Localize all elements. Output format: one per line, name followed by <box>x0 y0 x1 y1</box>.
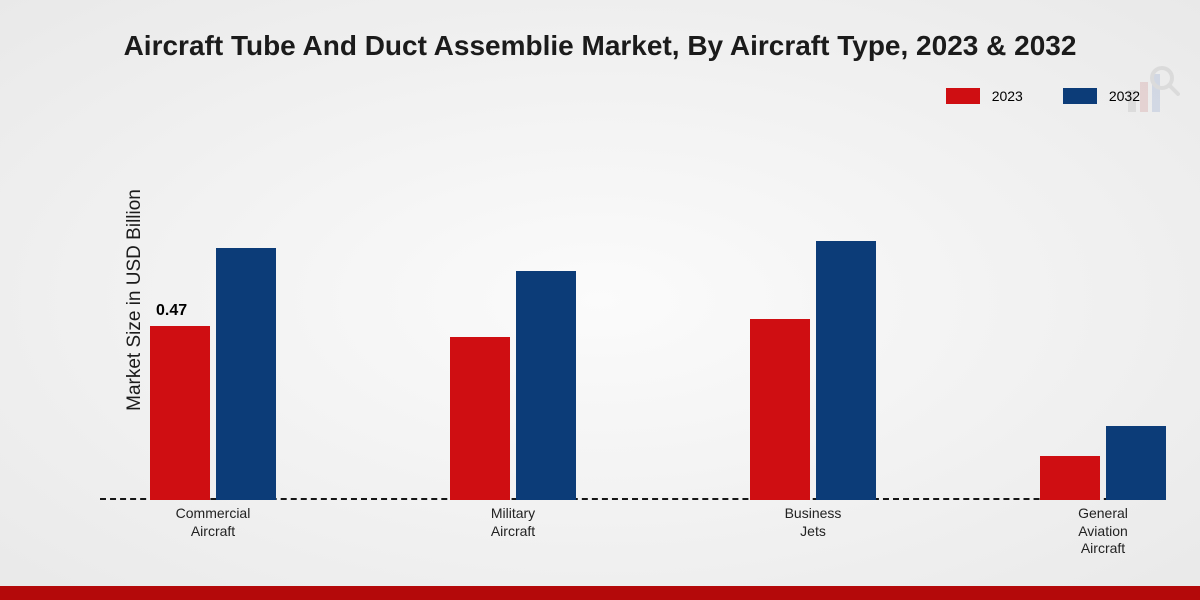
x-label-business: Business Jets <box>743 505 883 540</box>
bar-group-business <box>750 241 876 500</box>
legend-swatch-2023 <box>946 88 980 104</box>
bar-group-military <box>450 271 576 500</box>
legend-item-2032: 2032 <box>1063 88 1140 104</box>
footer-band <box>0 586 1200 600</box>
plot-area: 0.47 <box>100 130 1160 500</box>
bar-2023-general <box>1040 456 1100 500</box>
legend-swatch-2032 <box>1063 88 1097 104</box>
bar-2023-commercial <box>150 326 210 500</box>
legend-item-2023: 2023 <box>946 88 1023 104</box>
bar-2032-business <box>816 241 876 500</box>
chart-title: Aircraft Tube And Duct Assemblie Market,… <box>0 30 1200 62</box>
x-label-commercial: Commercial Aircraft <box>143 505 283 540</box>
legend-label-2032: 2032 <box>1109 88 1140 104</box>
x-label-general: General Aviation Aircraft <box>1033 505 1173 558</box>
bar-group-general <box>1040 426 1166 500</box>
bar-2032-military <box>516 271 576 500</box>
bar-2032-general <box>1106 426 1166 500</box>
x-label-military: Military Aircraft <box>443 505 583 540</box>
bar-group-commercial: 0.47 <box>150 248 276 500</box>
bar-2023-military <box>450 337 510 500</box>
chart-container: Aircraft Tube And Duct Assemblie Market,… <box>0 0 1200 600</box>
bar-value-label: 0.47 <box>156 302 187 320</box>
legend-label-2023: 2023 <box>992 88 1023 104</box>
bar-2023-business <box>750 319 810 500</box>
legend: 2023 2032 <box>946 88 1140 104</box>
bar-2032-commercial <box>216 248 276 500</box>
